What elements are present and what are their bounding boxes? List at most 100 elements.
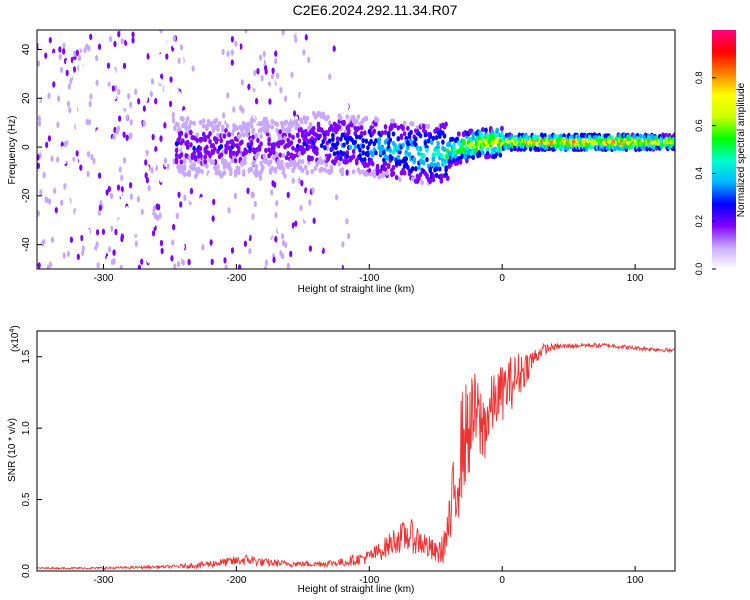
- heatmap-cell: [364, 138, 369, 144]
- colorbar: 0.0 0.2 0.4 0.6 0.8 Normalized spectral ampl…: [694, 30, 747, 275]
- heatmap-cell: [83, 34, 87, 41]
- heatmap-cell: [481, 126, 485, 133]
- heatmap-cell: [345, 207, 349, 214]
- heatmap-cell: [124, 257, 128, 265]
- heatmap-cell: [145, 149, 149, 157]
- heatmap-cell: [125, 69, 129, 76]
- heatmap-cell: [221, 124, 225, 130]
- heatmap-cell: [123, 246, 127, 253]
- heatmap-cell: [106, 62, 111, 69]
- heatmap-cell: [263, 64, 268, 72]
- snr-x-label: Height of straight line (km): [298, 584, 415, 595]
- heatmap-cell: [271, 67, 275, 74]
- heatmap-cell: [227, 132, 231, 138]
- heatmap-cell: [140, 258, 144, 265]
- heatmap-cell: [166, 108, 170, 115]
- heatmap-cell: [179, 152, 184, 158]
- heatmap-cell: [111, 102, 116, 109]
- heatmap-cell: [189, 195, 193, 203]
- heatmap-cell: [249, 170, 253, 178]
- heatmap-cell: [192, 161, 196, 168]
- heatmap-cell: [297, 177, 301, 184]
- heatmap-cell: [205, 144, 209, 150]
- heatmap-cell: [310, 168, 314, 175]
- heatmap-cell: [240, 127, 244, 133]
- heatmap-cell: [303, 164, 308, 171]
- heatmap-cell: [143, 196, 147, 204]
- heatmap-cell: [119, 55, 123, 63]
- heatmap-cell: [150, 167, 154, 174]
- heatmap-cell: [253, 69, 257, 77]
- heatmap-cell: [268, 150, 273, 157]
- heatmap-cell: [200, 169, 204, 175]
- heatmap-cell: [174, 152, 179, 158]
- heatmap-cell: [293, 171, 297, 178]
- heatmap-cell: [339, 136, 343, 142]
- heatmap-cell: [225, 116, 230, 122]
- heatmap-cell: [120, 235, 124, 243]
- heatmap-cell: [234, 225, 238, 232]
- heatmap-cell: [244, 30, 248, 34]
- heatmap-cell: [366, 152, 370, 158]
- colorbar-tick-label: 0.8: [694, 72, 704, 85]
- heatmap-cell: [211, 127, 216, 133]
- heatmap-cell: [351, 169, 356, 175]
- heatmap-cell: [305, 115, 310, 121]
- heatmap-cell: [44, 196, 48, 203]
- heatmap-cell: [370, 161, 375, 167]
- heatmap-cell: [402, 131, 407, 137]
- heatmap-cell: [313, 165, 318, 172]
- heatmap-cell: [246, 126, 251, 132]
- heatmap-cell: [249, 123, 254, 129]
- heatmap-cell: [328, 73, 332, 80]
- heatmap-cell: [437, 133, 442, 139]
- heatmap-cell: [230, 59, 234, 66]
- heatmap-cell: [51, 62, 55, 69]
- heatmap-cell: [487, 153, 491, 159]
- heatmap-cell: [174, 157, 179, 163]
- heatmap-cell: [356, 125, 361, 131]
- heatmap-cell: [118, 190, 123, 197]
- heatmap-cell: [158, 101, 162, 108]
- heatmap-cell: [646, 137, 651, 143]
- heatmap-cell: [672, 137, 675, 143]
- heatmap-cell: [292, 153, 297, 159]
- heatmap-cell: [70, 145, 74, 152]
- heatmap-cell: [191, 65, 195, 72]
- heatmap-cell: [236, 165, 241, 172]
- heatmap-cell: [127, 92, 131, 100]
- heatmap-cell: [280, 159, 284, 166]
- y-tick-label: -40: [21, 237, 32, 252]
- snr-scale-label: (x104): [9, 325, 21, 352]
- heatmap-cell: [79, 79, 84, 86]
- heatmap-cell: [37, 154, 40, 161]
- heatmap-cell: [158, 53, 162, 61]
- heatmap-cell: [316, 252, 321, 260]
- heatmap-cell: [219, 152, 224, 158]
- heatmap-cell: [120, 186, 124, 193]
- heatmap-cell: [288, 127, 292, 133]
- heatmap-cell: [110, 138, 114, 145]
- heatmap-cell: [308, 123, 313, 130]
- heatmap-cell: [321, 159, 326, 165]
- heatmap-cell: [311, 125, 316, 132]
- heatmap-cell: [64, 134, 68, 142]
- y-tick-label: 0.0: [21, 564, 32, 578]
- heatmap-cell: [131, 205, 135, 212]
- heatmap-cell: [320, 225, 324, 233]
- heatmap-cell: [294, 36, 298, 43]
- heatmap-cell: [105, 30, 109, 36]
- heatmap-cell: [59, 78, 63, 86]
- heatmap-cell: [67, 211, 71, 219]
- heatmap-cell: [159, 90, 163, 97]
- heatmap-cell: [45, 42, 49, 49]
- heatmap-cell: [134, 66, 138, 73]
- heatmap-cell: [226, 50, 230, 58]
- heatmap-cell: [165, 101, 169, 108]
- heatmap-cell: [471, 135, 476, 141]
- heatmap-cell: [85, 96, 89, 103]
- heatmap-cell: [281, 166, 286, 172]
- heatmap-cell: [275, 72, 280, 79]
- heatmap-cell: [37, 141, 40, 148]
- heatmap-cell: [445, 175, 450, 181]
